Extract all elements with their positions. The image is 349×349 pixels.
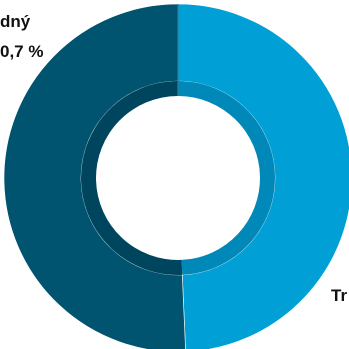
slice-label-dark-name: dný <box>0 12 31 31</box>
donut-slice-1-inner-band <box>80 81 183 275</box>
slice-label-light-name: Tr <box>331 286 347 305</box>
donut-slices <box>3 3 349 349</box>
slice-labels: dný 0,7 % Tr <box>0 12 347 305</box>
donut-slice-0-inner-band <box>178 81 275 275</box>
slice-label-dark-value: 0,7 % <box>0 42 43 61</box>
